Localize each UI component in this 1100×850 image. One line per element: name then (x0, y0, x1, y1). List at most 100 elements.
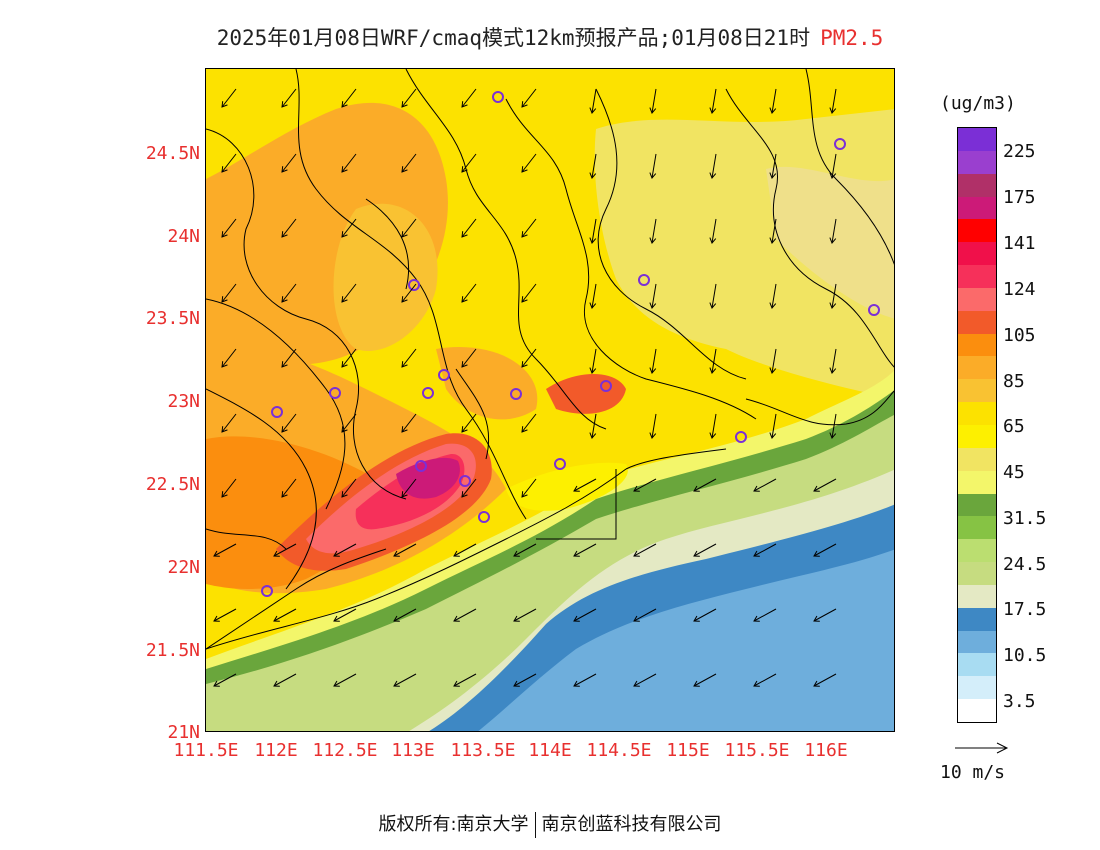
wind-vector-head (513, 615, 520, 622)
footer-separator (534, 812, 536, 838)
forecast-map (205, 68, 895, 732)
colorbar-swatch (958, 516, 996, 540)
wind-vector-head (213, 680, 220, 687)
wind-vector (771, 413, 777, 439)
wind-vector-head (709, 107, 717, 114)
wind-vector-head (461, 296, 468, 303)
y-label-21: 21N (167, 722, 200, 743)
y-label-23-5: 23.5N (145, 308, 200, 329)
colorbar-swatch (958, 653, 996, 677)
wind-vector (221, 88, 237, 108)
wind-vector-head (521, 101, 528, 108)
wind-vector-head (753, 615, 760, 622)
admin-boundaries (206, 69, 894, 650)
wind-vector (221, 478, 237, 498)
y-label-23: 23N (167, 391, 200, 412)
wind-vector (461, 88, 477, 108)
wind-vector (521, 283, 537, 303)
wind-vector-head (693, 550, 700, 557)
y-label-24-5: 24.5N (145, 143, 200, 164)
wind-vector (771, 218, 777, 244)
wind-vector-head (649, 302, 657, 309)
wind-vector-head (573, 615, 580, 622)
wind-vector-head (753, 550, 760, 557)
wind-vector-head (513, 680, 520, 687)
wind-vector-head (521, 361, 528, 368)
wind-vector (831, 88, 837, 114)
station-marker (478, 511, 490, 523)
reference-vector-arrow (955, 742, 1009, 754)
wind-vector-head (333, 680, 340, 687)
wind-vector-head (281, 101, 288, 108)
wind-vector-head (221, 361, 228, 368)
station-marker (554, 458, 566, 470)
wind-vector-head (753, 485, 760, 492)
wind-vector (273, 673, 297, 687)
colorbar-swatch (958, 219, 996, 243)
wind-vector-head (649, 432, 657, 439)
wind-vector-head (829, 237, 837, 244)
wind-vector (753, 673, 777, 687)
wind-vector-head (521, 296, 528, 303)
monitoring-stations (261, 91, 880, 597)
wind-vector-head (589, 237, 597, 244)
wind-vector (221, 348, 237, 368)
wind-vector (521, 413, 537, 433)
wind-vector (831, 153, 837, 179)
wind-vector-head (281, 231, 288, 238)
wind-vector-head (813, 550, 820, 557)
wind-vector-head (341, 166, 348, 173)
x-label-113-5: 113.5E (450, 740, 516, 761)
wind-vector (753, 608, 777, 622)
colorbar-label: 24.5 (1003, 554, 1047, 575)
pm-region-45-65-ne2 (766, 166, 894, 319)
wind-vector (333, 673, 357, 687)
wind-vector (693, 673, 717, 687)
x-label-114-5: 114.5E (586, 740, 652, 761)
colorbar-swatch (958, 402, 996, 425)
wind-vector-head (693, 615, 700, 622)
wind-vector-head (281, 361, 288, 368)
colorbar-unit: (ug/m3) (940, 93, 1016, 114)
wind-vector-head (633, 680, 640, 687)
wind-vector (281, 413, 297, 433)
x-label-115-5: 115.5E (724, 740, 790, 761)
wind-vector (521, 478, 537, 498)
wind-vector (711, 283, 717, 309)
coast-highlight (506, 462, 628, 511)
wind-vector-head (521, 166, 528, 173)
wind-vector (711, 218, 717, 244)
station-marker (438, 369, 450, 381)
wind-vector (341, 348, 357, 368)
colorbar-swatch (958, 379, 996, 403)
wind-vector (461, 478, 477, 498)
colorbar-label: 85 (1003, 371, 1025, 392)
wind-vector (401, 88, 417, 108)
colorbar-swatch (958, 242, 996, 266)
wind-vector-head (829, 432, 837, 439)
station-marker (271, 406, 283, 418)
colorbar-swatch (958, 584, 996, 608)
colorbar-swatch (958, 265, 996, 288)
station-marker (492, 91, 504, 103)
wind-vector-head (769, 107, 777, 114)
station-marker (638, 274, 650, 286)
wind-vector-head (769, 172, 777, 179)
wind-vector-head (813, 680, 820, 687)
wind-vector (633, 478, 657, 492)
wind-vector-head (273, 615, 280, 622)
colorbar-label: 10.5 (1003, 645, 1047, 666)
wind-vector (333, 608, 357, 622)
wind-vector-head (649, 237, 657, 244)
wind-vector (813, 543, 837, 557)
wind-vector-head (453, 680, 460, 687)
coastline (206, 448, 727, 650)
y-label-22: 22N (167, 557, 200, 578)
station-marker (415, 460, 427, 472)
wind-vector (771, 283, 777, 309)
wind-vector (461, 413, 477, 433)
wind-vector (813, 478, 837, 492)
wind-vector-head (813, 615, 820, 622)
wind-vector (771, 88, 777, 114)
wind-vector (521, 348, 537, 368)
